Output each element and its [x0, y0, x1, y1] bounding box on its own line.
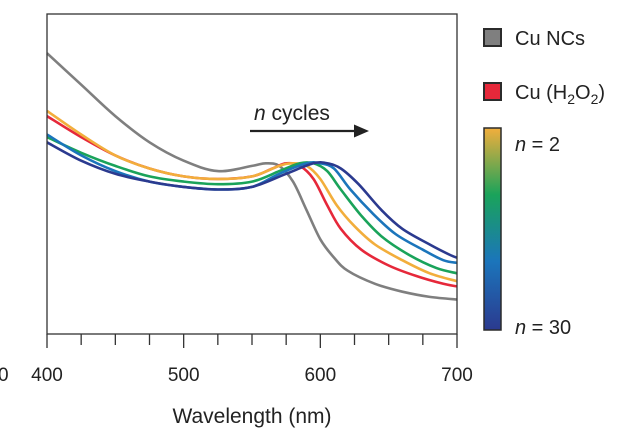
series-line-cu-h2o2 [46, 114, 458, 288]
x-axis-tick-labels: 400 500 600 700 [31, 365, 473, 386]
x-axis-ticks [46, 334, 458, 348]
series-line-n-10 [46, 135, 458, 275]
plot-lines [46, 52, 458, 301]
series-line-n-2 [46, 109, 458, 283]
left-edge-fragment: 0 [0, 365, 9, 386]
plot-frame [46, 13, 458, 335]
legend-label-cu-ncs: Cu NCs [515, 28, 585, 50]
series-line-n-30 [46, 141, 458, 259]
colorbar-label-top: n = 2 [515, 134, 560, 156]
legend-swatch-cu-ncs [483, 28, 502, 47]
annotation-n-cycles: n cycles [254, 102, 330, 125]
colorbar-label-bottom: n = 30 [515, 317, 571, 339]
annotation-arrow-head [354, 124, 369, 138]
colorbar [483, 127, 502, 331]
x-tick-label: 400 [31, 365, 63, 386]
x-axis-title: Wavelength (nm) [172, 405, 331, 428]
x-tick-label: 600 [304, 365, 336, 386]
x-tick-label: 700 [441, 365, 473, 386]
legend-swatch-cu-h2o2 [483, 82, 502, 101]
legend-label-cu-h2o2: Cu (H2O2) [515, 82, 605, 107]
series-line-n-20 [46, 133, 458, 265]
x-tick-label: 500 [168, 365, 200, 386]
